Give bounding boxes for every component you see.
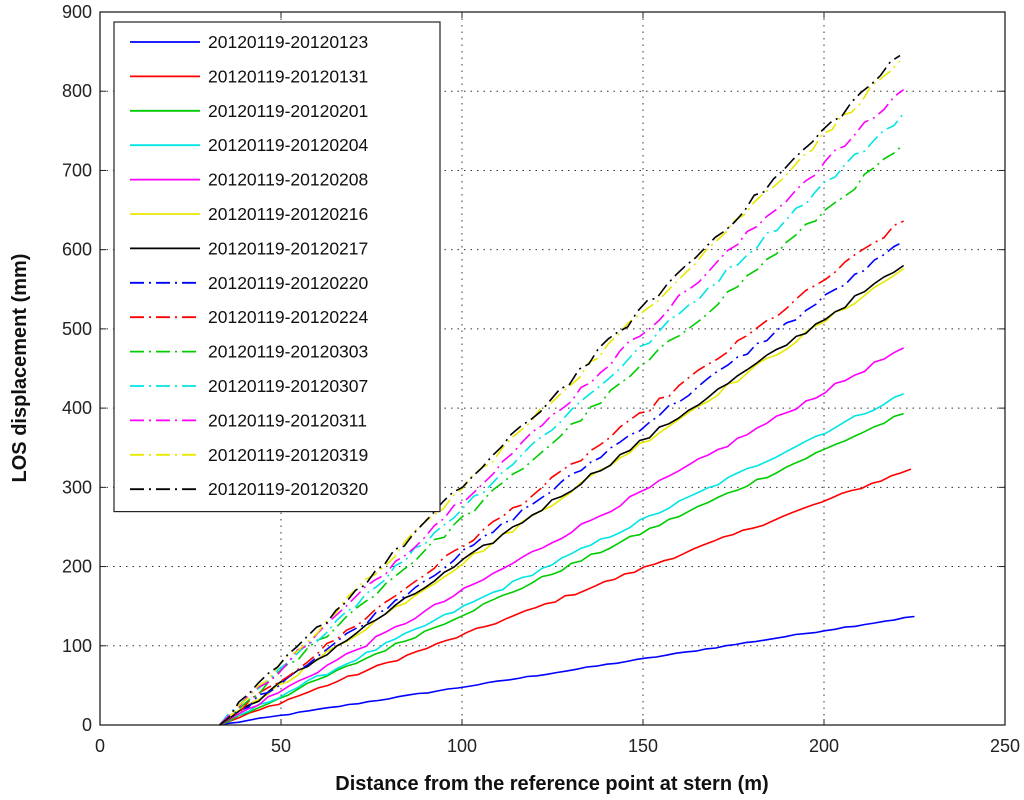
series-lines [218,54,915,726]
legend-label: 20120119-20120220 [208,273,369,293]
legend-label: 20120119-20120216 [208,204,368,224]
legend-label: 20120119-20120131 [208,66,368,86]
series-line [219,615,915,726]
legend-label: 20120119-20120319 [208,445,368,465]
legend-box [113,21,441,513]
series-line [218,240,904,726]
y-tick-label: 600 [62,240,92,260]
series-line [218,220,904,726]
plot-frame [99,11,1006,726]
x-tick-label: 50 [271,736,291,756]
y-tick-label: 300 [62,477,92,497]
x-tick-label: 150 [628,736,658,756]
series-line [219,347,904,726]
series-line [219,412,904,726]
y-tick-label: 800 [62,81,92,101]
legend-label: 20120119-20120307 [208,376,368,396]
legend-label: 20120119-20120201 [208,101,368,121]
y-tick-label: 100 [62,636,92,656]
series-line [219,264,905,726]
legend-label: 20120119-20120303 [208,342,368,362]
series-line [218,268,905,726]
legend-label: 20120119-20120217 [208,238,368,258]
x-tick-label: 0 [95,736,105,756]
series-line [218,143,905,726]
x-axis-title: Distance from the reference point at ste… [335,773,768,795]
y-tick-label: 900 [62,2,92,22]
series-line [219,468,912,726]
legend-label: 20120119-20120204 [208,135,369,155]
series-line [218,88,905,726]
legend: 20120119-20120123 20120119-20120131 201201… [113,21,441,513]
legend-label: 20120119-20120224 [208,307,369,327]
y-tick-label: 500 [62,319,92,339]
series-line [219,54,901,726]
x-tick-label: 100 [447,736,477,756]
y-tick-label: 0 [82,715,92,735]
legend-label: 20120119-20120320 [208,479,369,499]
x-tick-label: 250 [990,736,1020,756]
series-line [219,393,904,726]
y-tick-label: 200 [62,557,92,577]
x-axis-ticks: 0 50 100 150 200 250 [95,12,1020,756]
legend-label: 20120119-20120208 [208,170,368,190]
legend-label: 20120119-20120123 [208,32,368,52]
x-tick-label: 200 [809,736,839,756]
y-axis-ticks: 0 100 200 300 400 500 600 700 800 900 [62,2,1005,735]
y-tick-label: 700 [62,160,92,180]
y-tick-label: 400 [62,398,92,418]
y-axis-title: LOS displacement (mm) [9,254,31,483]
legend-label: 20120119-20120311 [208,410,367,430]
